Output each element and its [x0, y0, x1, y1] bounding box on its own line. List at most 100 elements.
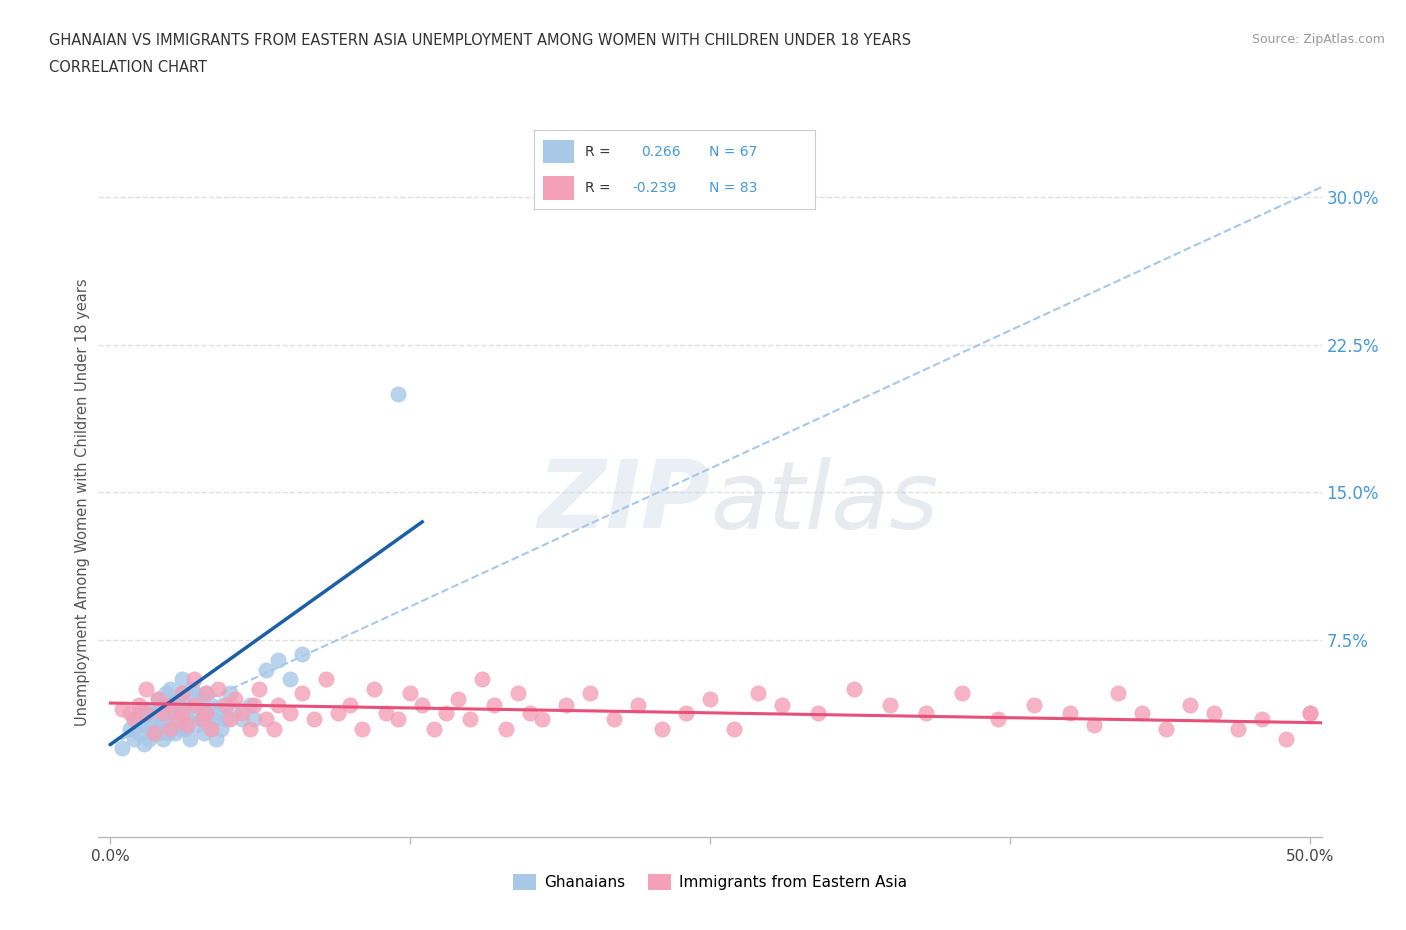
- Point: [148, 692, 170, 707]
- Point: [1202, 706, 1225, 721]
- Point: [200, 722, 222, 737]
- Point: [209, 722, 232, 737]
- Point: [411, 698, 433, 712]
- Point: [1298, 706, 1320, 721]
- Point: [181, 682, 204, 697]
- Point: [254, 662, 277, 677]
- Point: [141, 711, 163, 726]
- Point: [166, 692, 188, 707]
- Point: [135, 682, 157, 697]
- Point: [987, 711, 1010, 726]
- Point: [183, 672, 205, 687]
- Point: [165, 725, 187, 740]
- Point: [519, 706, 541, 721]
- Point: [190, 711, 212, 726]
- Point: [166, 711, 188, 726]
- Point: [131, 717, 153, 732]
- Point: [1226, 722, 1249, 737]
- Point: [627, 698, 650, 712]
- Point: [135, 717, 157, 732]
- Point: [183, 698, 205, 712]
- Point: [254, 711, 277, 726]
- Point: [458, 711, 481, 726]
- Point: [156, 725, 179, 740]
- Bar: [543, 140, 574, 164]
- Point: [142, 725, 165, 740]
- Point: [328, 706, 350, 721]
- Point: [339, 698, 361, 712]
- Point: [247, 682, 270, 697]
- Point: [842, 682, 865, 697]
- Point: [699, 692, 721, 707]
- Point: [162, 696, 184, 711]
- Point: [352, 722, 374, 737]
- Point: [169, 722, 191, 737]
- Point: [166, 706, 188, 721]
- Point: [555, 698, 578, 712]
- Point: [387, 387, 409, 402]
- Point: [176, 711, 198, 726]
- Point: [267, 652, 290, 667]
- Point: [675, 706, 697, 721]
- Point: [770, 698, 793, 712]
- Point: [747, 685, 769, 700]
- Point: [1274, 731, 1296, 746]
- Point: [172, 706, 194, 721]
- Point: [471, 672, 494, 687]
- Point: [267, 698, 290, 712]
- Point: [195, 685, 218, 700]
- Point: [212, 698, 235, 712]
- Point: [879, 698, 901, 712]
- Point: [193, 725, 215, 740]
- Point: [219, 711, 242, 726]
- Point: [603, 711, 626, 726]
- Point: [205, 731, 228, 746]
- Point: [263, 722, 285, 737]
- Point: [950, 685, 973, 700]
- Point: [375, 706, 398, 721]
- Point: [1130, 706, 1153, 721]
- Text: GHANAIAN VS IMMIGRANTS FROM EASTERN ASIA UNEMPLOYMENT AMONG WOMEN WITH CHILDREN : GHANAIAN VS IMMIGRANTS FROM EASTERN ASIA…: [49, 33, 911, 47]
- Point: [188, 698, 211, 712]
- Point: [135, 706, 157, 721]
- Point: [149, 717, 172, 732]
- Point: [172, 685, 194, 700]
- Text: CORRELATION CHART: CORRELATION CHART: [49, 60, 207, 75]
- Point: [723, 722, 745, 737]
- Point: [128, 698, 150, 712]
- Point: [207, 682, 229, 697]
- Point: [231, 706, 253, 721]
- Point: [190, 711, 212, 726]
- Text: ZIP: ZIP: [537, 457, 710, 548]
- Point: [495, 722, 517, 737]
- Text: R =: R =: [585, 144, 610, 158]
- Point: [142, 725, 165, 740]
- Point: [179, 731, 201, 746]
- Point: [399, 685, 422, 700]
- Point: [148, 692, 170, 707]
- Point: [183, 685, 205, 700]
- Point: [915, 706, 938, 721]
- Point: [132, 737, 155, 751]
- Point: [148, 725, 170, 740]
- Point: [138, 731, 160, 746]
- Point: [172, 685, 194, 700]
- Text: -0.239: -0.239: [633, 181, 678, 195]
- Text: Source: ZipAtlas.com: Source: ZipAtlas.com: [1251, 33, 1385, 46]
- Point: [128, 706, 150, 721]
- Point: [238, 698, 260, 712]
- Point: [200, 698, 222, 712]
- Point: [278, 706, 301, 721]
- Text: N = 67: N = 67: [709, 144, 756, 158]
- Point: [186, 717, 208, 732]
- Point: [278, 672, 301, 687]
- Point: [243, 698, 266, 712]
- Point: [651, 722, 673, 737]
- Point: [291, 646, 314, 661]
- Point: [387, 711, 409, 726]
- Point: [197, 717, 219, 732]
- Point: [1250, 711, 1272, 726]
- Point: [1154, 722, 1177, 737]
- Y-axis label: Unemployment Among Women with Children Under 18 years: Unemployment Among Women with Children U…: [75, 278, 90, 726]
- Point: [152, 731, 174, 746]
